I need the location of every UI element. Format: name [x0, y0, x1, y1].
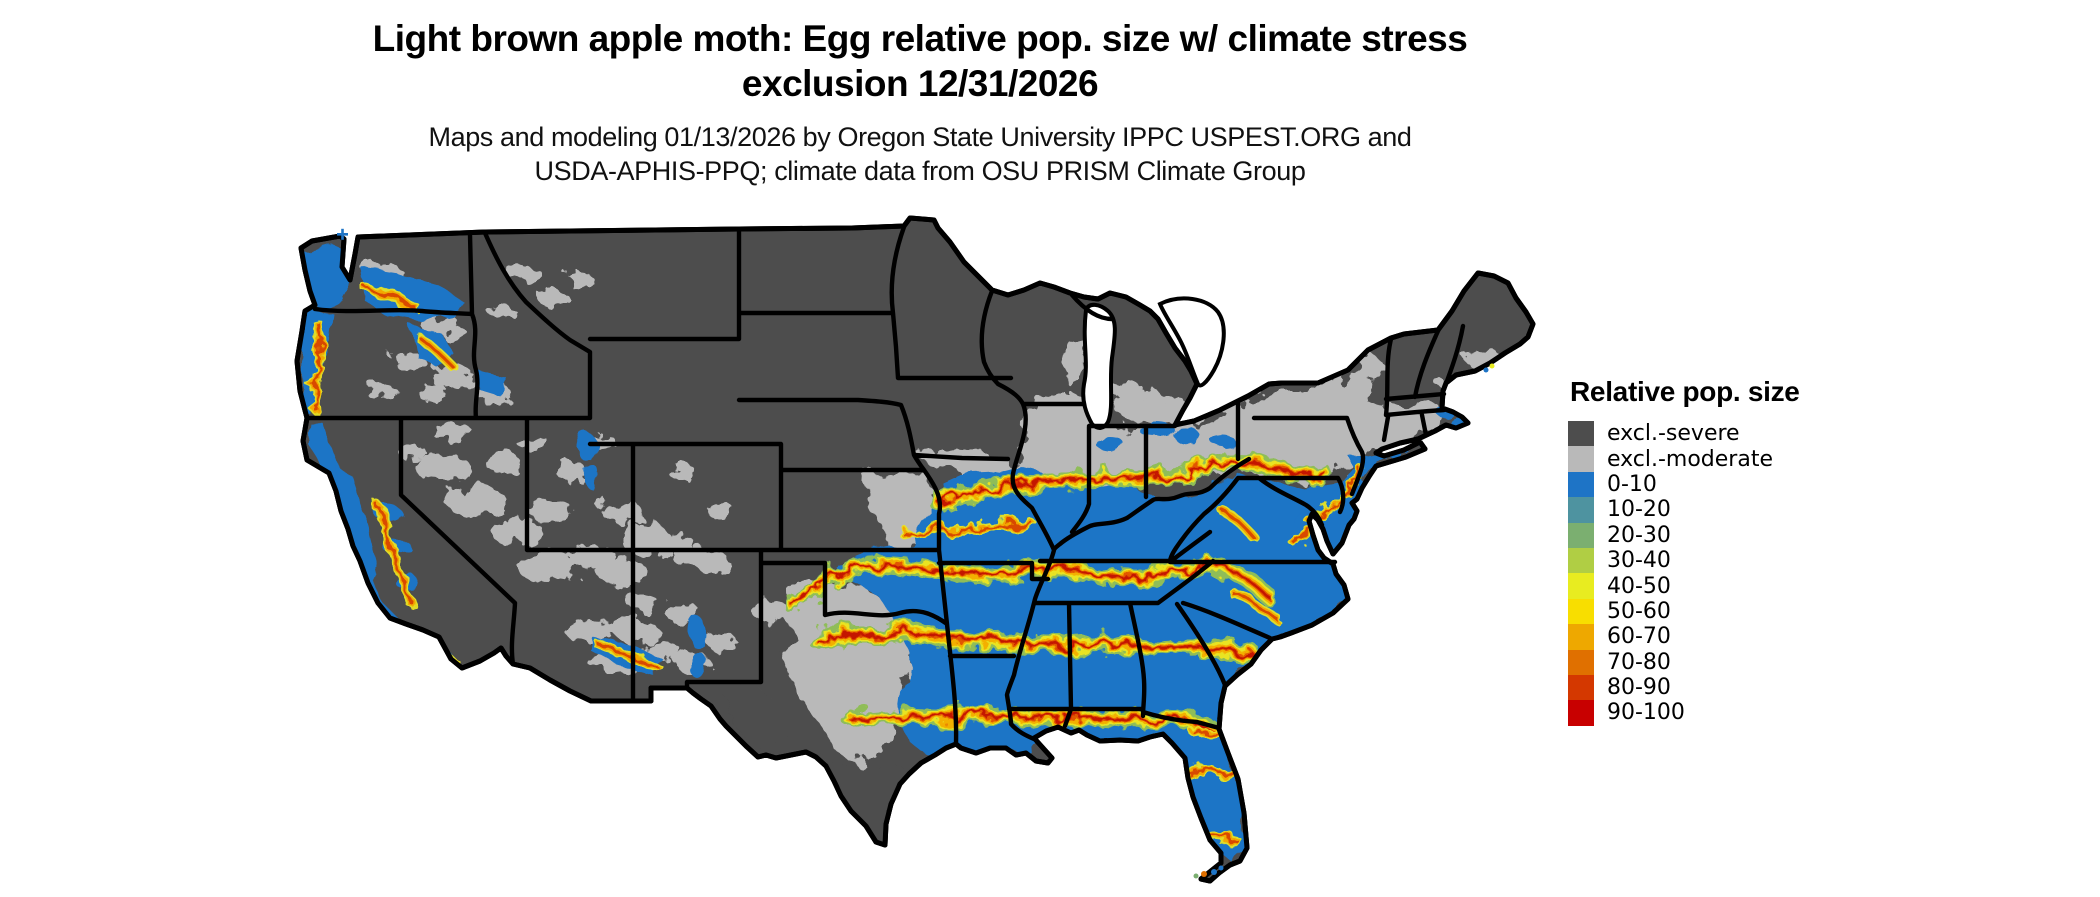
legend-color-swatch	[1568, 700, 1594, 726]
us-choropleth-map	[292, 212, 1562, 892]
legend-row: 40-50	[1568, 573, 1828, 599]
legend-color-swatch	[1568, 497, 1594, 523]
legend-row: 30-40	[1568, 547, 1828, 574]
legend-label: excl.-moderate	[1607, 446, 1773, 472]
legend-label: 30-40	[1607, 548, 1671, 574]
lake-huron	[1157, 296, 1226, 388]
legend-row: 90-100	[1568, 700, 1828, 726]
texas-severe-exclusion	[722, 622, 904, 842]
legend-row: excl.-severe	[1568, 421, 1828, 447]
map-container	[292, 212, 1562, 892]
title-line-1: Light brown apple moth: Egg relative pop…	[372, 18, 1468, 59]
legend-label: 40-50	[1607, 573, 1671, 599]
legend-label: 50-60	[1607, 598, 1671, 624]
legend-color-swatch	[1568, 649, 1594, 675]
coastal-specks	[1193, 363, 1495, 879]
legend-label: 10-20	[1607, 497, 1671, 523]
legend-label: 0-10	[1607, 471, 1657, 497]
subtitle-line-1: Maps and modeling 01/13/2026 by Oregon S…	[428, 122, 1412, 152]
legend-label: 80-90	[1607, 675, 1671, 701]
legend-color-swatch	[1568, 446, 1594, 472]
legend-row: 60-70	[1568, 624, 1828, 650]
legend-color-swatch	[1568, 598, 1594, 625]
legend-label: 60-70	[1607, 624, 1671, 650]
legend-label: 90-100	[1607, 700, 1685, 726]
subtitle-line-2: USDA-APHIS-PPQ; climate data from OSU PR…	[534, 156, 1306, 186]
lake-michigan	[1081, 302, 1117, 430]
legend-label: 70-80	[1607, 649, 1671, 675]
legend-row: 20-30	[1568, 522, 1828, 548]
legend-row: excl.-moderate	[1568, 446, 1828, 472]
legend-color-swatch	[1568, 421, 1594, 447]
state-borders	[304, 224, 1466, 746]
legend-label: 20-30	[1607, 522, 1671, 548]
legend-color-swatch	[1568, 471, 1594, 498]
page-subtitle: Maps and modeling 01/13/2026 by Oregon S…	[0, 120, 1840, 188]
title-line-2: exclusion 12/31/2026	[741, 63, 1099, 104]
page-title: Light brown apple moth: Egg relative pop…	[0, 16, 1840, 106]
legend-color-swatch	[1568, 547, 1594, 574]
legend-entries: excl.-severe excl.-moderate 0-10 10-20 2…	[1568, 421, 1828, 726]
legend-row: 70-80	[1568, 649, 1828, 675]
legend-row: 0-10	[1568, 471, 1828, 498]
site-plus-marker	[337, 228, 348, 240]
map-legend: Relative pop. size excl.-severe excl.-mo…	[1568, 376, 1828, 726]
legend-color-swatch	[1568, 674, 1594, 701]
legend-label: excl.-severe	[1607, 421, 1740, 447]
legend-color-swatch	[1568, 624, 1594, 650]
legend-row: 50-60	[1568, 598, 1828, 625]
legend-color-swatch	[1568, 573, 1594, 599]
legend-title: Relative pop. size	[1570, 376, 1800, 407]
legend-row: 10-20	[1568, 497, 1828, 523]
legend-color-swatch	[1568, 522, 1594, 548]
legend-row: 80-90	[1568, 674, 1828, 701]
